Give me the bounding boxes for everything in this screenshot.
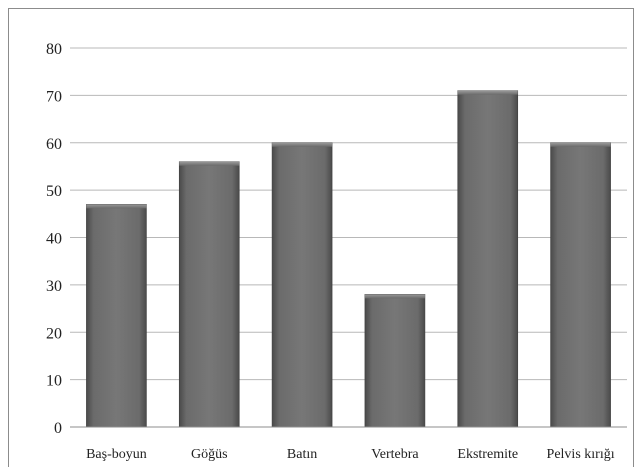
bar-top-highlight — [86, 204, 147, 209]
bar-g-s — [178, 161, 240, 428]
y-tick-label: 10 — [46, 373, 62, 390]
x-category-label: Batın — [287, 447, 317, 462]
y-tick-label: 60 — [46, 136, 62, 153]
x-category-label: Vertebra — [371, 447, 419, 462]
bar-top-highlight — [457, 90, 518, 95]
bars — [86, 90, 611, 428]
y-tick-label: 50 — [46, 183, 62, 200]
bar-bat-n — [271, 142, 333, 428]
bar-ekstremite — [457, 90, 519, 428]
bar-ba-boyun — [86, 204, 147, 428]
x-category-label: Göğüs — [191, 447, 228, 462]
y-tick-label: 0 — [54, 420, 62, 437]
y-tick-label: 30 — [46, 278, 62, 295]
y-axis-tick-labels: 0 10 20 30 40 50 60 70 80 — [46, 41, 62, 437]
bar-top-highlight — [550, 142, 611, 147]
bar-vertebra — [364, 294, 426, 428]
x-axis-category-labels: Baş-boyun Göğüs Batın Vertebra Ekstremite Pel… — [86, 447, 615, 462]
bar-top-highlight — [272, 142, 333, 147]
x-category-label: Ekstremite — [457, 447, 518, 462]
bar-top-highlight — [179, 161, 240, 166]
x-category-label: Baş-boyun — [86, 447, 147, 462]
y-tick-label: 40 — [46, 231, 62, 248]
bar-pelvis-k-r- — [550, 142, 611, 428]
y-tick-label: 70 — [46, 88, 62, 105]
y-tick-label: 80 — [46, 41, 62, 58]
y-tick-label: 20 — [46, 325, 62, 342]
x-category-label: Pelvis kırığı — [547, 447, 615, 462]
bar-top-highlight — [364, 294, 425, 299]
gridlines — [70, 47, 627, 381]
